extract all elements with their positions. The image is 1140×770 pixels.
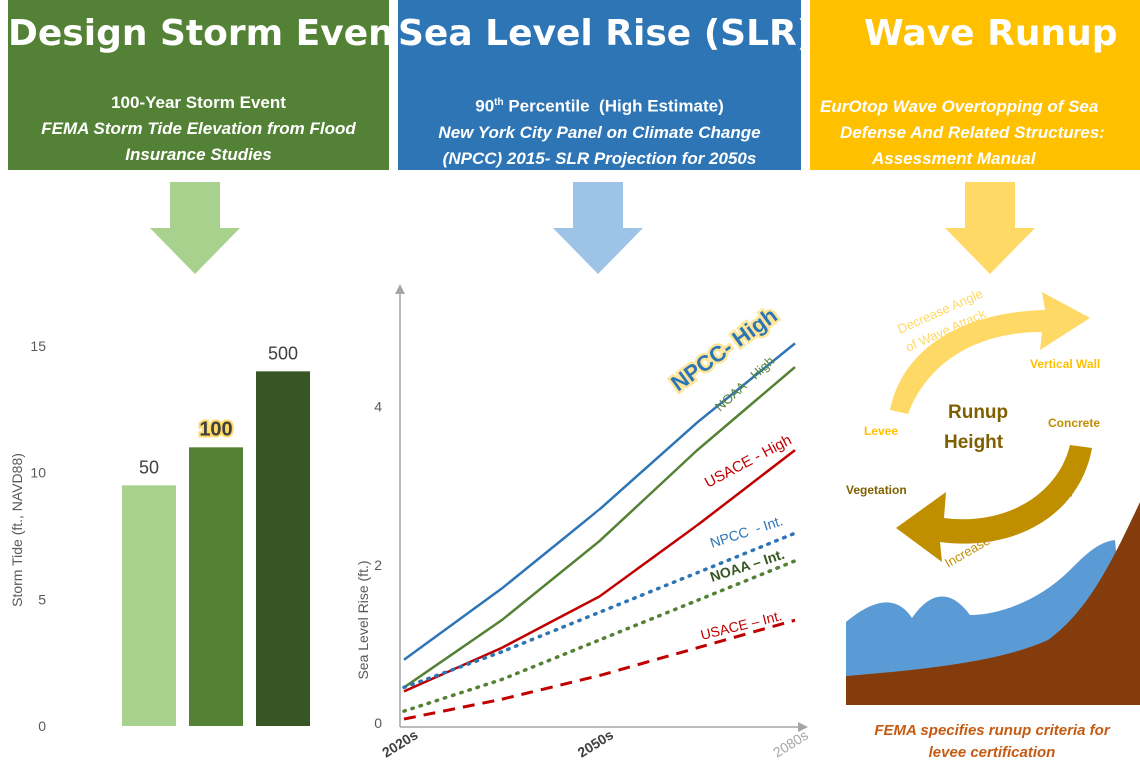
x-axis-arrow-icon bbox=[798, 722, 808, 732]
panel-line-2: FEMA Storm Tide Elevation from Flood bbox=[41, 119, 356, 138]
panel-line-3: Assessment Manual bbox=[872, 149, 1036, 168]
down-arrow-icon bbox=[150, 182, 240, 274]
y-axis-label: Sea Level Rise (ft.) bbox=[355, 560, 371, 679]
caption-line-2: levee certification bbox=[928, 744, 1056, 761]
fema-caption: FEMA specifies runup criteria for levee … bbox=[852, 720, 1132, 764]
bar bbox=[122, 485, 176, 726]
series-line bbox=[403, 449, 796, 693]
y-axis-label: Storm Tide (ft., NAVD88) bbox=[9, 453, 25, 607]
panel-line-1: EurOtop Wave Overtopping of Sea bbox=[820, 97, 1099, 116]
down-arrow-icon bbox=[945, 182, 1035, 274]
curved-arrow-up-icon bbox=[890, 292, 1090, 414]
series-line bbox=[402, 531, 797, 690]
height-label: Height bbox=[944, 432, 1004, 453]
y-tick-label: 10 bbox=[30, 465, 46, 481]
y-tick-label: 0 bbox=[38, 718, 46, 734]
panel-line-1: 90th Percentile (High Estimate) bbox=[475, 96, 724, 116]
panel-title: Wave Runup bbox=[864, 13, 1118, 54]
sea-level-rise-panel: Sea Level Rise (SLR) 90th Percentile (Hi… bbox=[398, 0, 814, 170]
y-tick-label: 5 bbox=[38, 591, 46, 607]
caption-line-1: FEMA specifies runup criteria for bbox=[874, 722, 1110, 739]
y-tick-label: 4 bbox=[374, 399, 382, 415]
soil-shape bbox=[846, 502, 1140, 705]
y-tick-label: 2 bbox=[374, 557, 382, 573]
x-tick-label: 2050s bbox=[575, 726, 617, 760]
wave-runup-panel: Wave Runup EurOtop Wave Overtopping of S… bbox=[810, 0, 1140, 170]
series-label-npcc-high: NPCC- High bbox=[666, 303, 782, 396]
levee-label: Levee bbox=[864, 424, 898, 438]
y-tick-label: 0 bbox=[374, 715, 382, 731]
panel-line-3: Insurance Studies bbox=[125, 145, 272, 164]
panel-title: Design Storm Event bbox=[8, 13, 411, 54]
y-axis-arrow-icon bbox=[395, 284, 405, 294]
series-label-usace-int: USACE – Int. bbox=[699, 607, 784, 643]
curved-arrow-down-icon bbox=[896, 445, 1092, 562]
x-tick-label: 2080s bbox=[770, 727, 811, 761]
wave-runup-diagram: Decrease Angle of Wave Attack Vertical W… bbox=[846, 286, 1140, 705]
series-line bbox=[403, 618, 796, 721]
vegetation-label: Vegetation bbox=[846, 483, 907, 497]
bar bbox=[256, 371, 310, 726]
vertical-wall-label: Vertical Wall bbox=[1030, 357, 1100, 371]
design-storm-panel: Design Storm Event 100-Year Storm Event … bbox=[8, 0, 411, 170]
panel-title: Sea Level Rise (SLR) bbox=[398, 13, 814, 54]
concrete-label: Concrete bbox=[1048, 416, 1100, 430]
series-line bbox=[403, 342, 796, 661]
panel-line-1: 100-Year Storm Event bbox=[111, 93, 286, 112]
panel-line-2: New York City Panel on Climate Change bbox=[438, 122, 761, 142]
x-tick-label: 2020s bbox=[379, 726, 421, 760]
panel-line-2: Defense And Related Structures: bbox=[840, 123, 1105, 142]
panel-line-3: (NPCC) 2015- SLR Projection for 2050s bbox=[442, 148, 757, 168]
y-tick-label: 15 bbox=[30, 338, 46, 354]
runup-label: Runup bbox=[948, 402, 1008, 423]
series-line bbox=[402, 559, 797, 713]
storm-tide-bar-chart: Storm Tide (ft., NAVD88) 0 5 10 15 50 100 500 bbox=[9, 338, 310, 734]
bar bbox=[189, 447, 243, 726]
bar-data-label: 50 bbox=[139, 457, 159, 477]
down-arrow-icon bbox=[553, 182, 643, 274]
bar-data-label: 500 bbox=[268, 343, 298, 363]
bar-data-label: 100 bbox=[199, 418, 232, 440]
series-line bbox=[403, 366, 796, 689]
series-label-npcc-int: NPCC - Int. bbox=[708, 512, 785, 551]
